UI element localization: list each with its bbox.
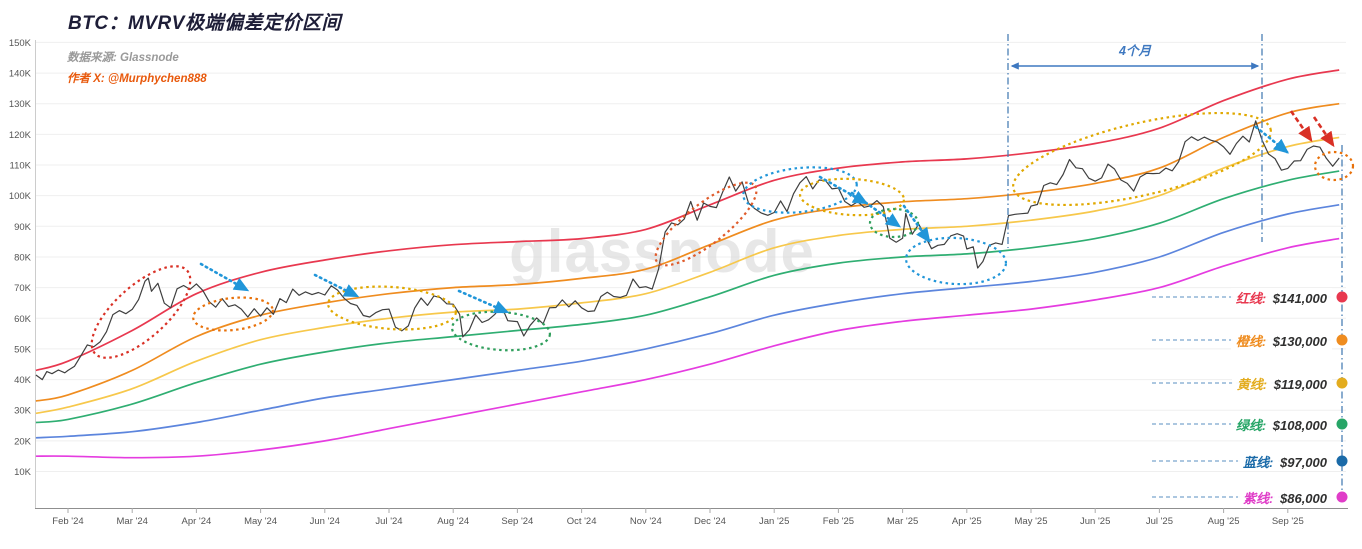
x-tick-label: Sep '25 [1272,516,1304,527]
x-tick-label: Dec '24 [694,516,726,527]
data-source-value: Glassnode [120,52,179,64]
band-line-blue [35,203,1340,439]
legend-dot [1336,418,1348,430]
annotation-ellipse [654,181,758,267]
y-tick-label: 60K [14,314,32,325]
annotation-arrow-blue [313,273,360,298]
annotation-ellipse [798,177,906,217]
x-tick-label: Apr '25 [952,516,982,527]
data-source-line: 数据来源: Glassnode [67,49,179,65]
annotation-ellipse [327,285,457,331]
author-label: 作者 X: [67,73,108,85]
band-line-yellow [35,136,1340,415]
data-source-label: 数据来源: [67,52,121,64]
annotation-ellipse [451,310,551,352]
x-tick-label: Aug '25 [1208,516,1240,527]
annotation-ellipse [192,296,274,332]
annotation-arrow-blue [1254,125,1289,154]
x-tick-label: Jul '25 [1146,516,1173,527]
x-tick-label: Oct '24 [567,516,597,527]
y-tick-label: 40K [14,375,32,386]
annotation-ellipse [1012,111,1272,207]
x-tick-label: Jun '24 [310,516,340,527]
annotation-arrow-red [1289,110,1313,143]
x-tick-label: Nov '24 [630,516,662,527]
y-tick-label: 100K [9,191,32,202]
y-tick-label: 20K [14,436,32,447]
annotation-arrow-blue [818,175,869,205]
y-tick-label: 110K [10,161,32,172]
y-tick-label: 140K [9,69,32,80]
y-tick-label: 130K [9,99,32,110]
y-tick-label: 150K [9,38,32,49]
y-tick-label: 10K [14,467,32,478]
y-tick-label: 120K [9,130,32,141]
x-tick-label: May '24 [244,516,277,527]
y-tick-label: 90K [14,222,32,233]
band-line-orange [35,102,1340,402]
btc-price-line [35,120,1340,381]
band-line-green [35,170,1340,424]
legend-dot [1336,377,1348,389]
four-month-label: 4个月 [1119,44,1151,58]
x-tick-label: Feb '24 [52,516,83,527]
x-tick-label: Sep '24 [501,516,533,527]
y-tick-label: 70K [14,283,32,294]
x-tick-label: Mar '24 [117,516,148,527]
x-tick-label: Jan '25 [759,516,789,527]
y-tick-label: 50K [14,344,32,355]
x-tick-label: Apr '24 [181,516,211,527]
x-tick-label: Jul '24 [375,516,402,527]
author-line: 作者 X: @Murphychen888 [67,70,207,86]
x-tick-label: Jun '25 [1080,516,1110,527]
annotation-ellipse [904,236,1008,286]
legend-dot [1336,455,1348,467]
x-tick-label: May '25 [1015,516,1048,527]
x-tick-label: Feb '25 [823,516,854,527]
y-tick-label: 30K [14,406,32,417]
legend-dot [1336,334,1348,346]
author-handle: @Murphychen888 [107,73,207,85]
annotation-arrow-red [1312,116,1335,148]
legend-dot [1336,491,1348,503]
annotation-arrow-blue [457,289,510,314]
annotation-arrow-blue [199,262,250,292]
chart-title: BTC：MVRV极端偏差定价区间 [68,13,341,34]
annotation-ellipse [742,166,858,214]
x-tick-label: Mar '25 [887,516,918,527]
band-line-magenta [35,237,1340,459]
x-tick-label: Aug '24 [437,516,469,527]
annotation-arrow-blue [850,191,902,228]
annotation-arrow-blue [902,204,931,244]
y-tick-label: 80K [14,253,32,264]
annotation-ellipse [90,265,192,359]
annotation-ellipse [868,207,920,239]
legend-dot [1336,291,1348,303]
annotation-ellipse [1313,150,1355,182]
